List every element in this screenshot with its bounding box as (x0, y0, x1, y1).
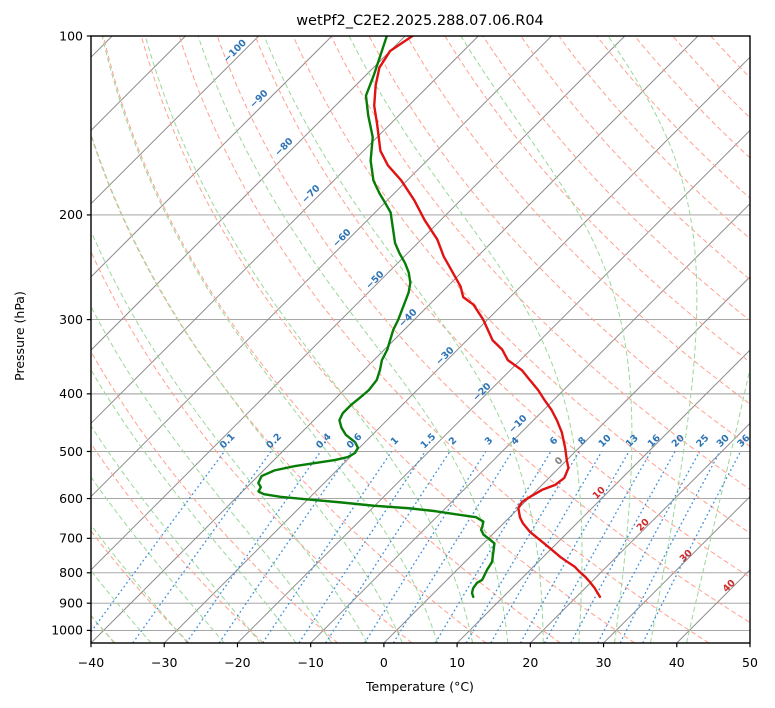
mixing-ratio-lines (91, 451, 742, 643)
y-tick-label: 200 (59, 207, 83, 222)
x-tick-label: −20 (224, 655, 250, 670)
moist-adiabat-lines (91, 36, 750, 643)
mixing-ratio-label: 2 (447, 435, 459, 447)
mixing-ratio-label: 30 (715, 432, 732, 449)
isotherm-label: −50 (364, 269, 387, 292)
isotherm-label: 20 (635, 516, 652, 533)
isotherm-label: −10 (507, 413, 530, 436)
mixing-ratio-label: 25 (694, 433, 711, 450)
isotherm-label: −80 (273, 136, 296, 159)
isotherm-label: 0 (553, 455, 566, 468)
isotherm-label: −100 (222, 37, 250, 65)
y-tick-label: 900 (59, 596, 83, 611)
y-tick-label: 700 (59, 531, 83, 546)
x-tick-label: −30 (151, 655, 177, 670)
x-tick-label: 50 (742, 655, 758, 670)
mixing-ratio-label: 16 (646, 432, 663, 449)
x-axis-label: Temperature (°C) (365, 679, 474, 694)
dewpoint-curve (257, 36, 496, 599)
mixing-ratio-labels: 0.1 0.2 0.4 0.6 1 1.5 2 3 4 6 8 10 13 16 20 25 30 36 (218, 431, 753, 451)
isotherm-label: −30 (434, 345, 457, 368)
x-tick-label: −40 (78, 655, 104, 670)
y-axis-label: Pressure (hPa) (12, 291, 27, 381)
mixing-ratio-label: 0.1 (218, 431, 238, 451)
pressure-gridlines (91, 36, 750, 631)
isotherm-label: 40 (721, 577, 738, 594)
x-tick-label: 10 (449, 655, 465, 670)
mixing-ratio-label: 1.5 (419, 431, 439, 451)
y-tick-label: 1000 (51, 623, 83, 638)
isotherm-lines (91, 36, 750, 643)
isotherm-label: −60 (331, 227, 354, 250)
isotherm-label: 10 (591, 484, 608, 501)
mixing-ratio-label: 0.2 (264, 431, 284, 451)
x-tick-label: −10 (297, 655, 323, 670)
x-tick-label: 0 (380, 655, 388, 670)
y-tick-label: 400 (59, 386, 83, 401)
chart-title: wetPf2_C2E2.2025.288.07.06.R04 (296, 13, 544, 29)
y-tick-label: 300 (59, 312, 83, 327)
mixing-ratio-label: 13 (624, 433, 641, 450)
isotherm-label: −70 (300, 183, 323, 206)
temperature-curve (373, 36, 602, 599)
isotherm-label: 30 (678, 547, 695, 564)
x-tick-label: 20 (522, 655, 538, 670)
y-tick-label: 100 (59, 28, 83, 43)
mixing-ratio-label: 20 (670, 432, 687, 449)
mixing-ratio-label: 3 (483, 435, 495, 447)
isotherm-label: −90 (248, 88, 271, 111)
plot-border (90, 35, 751, 644)
x-tick-label: 40 (669, 655, 685, 670)
mixing-ratio-label: 0.4 (314, 431, 334, 451)
y-tick-label: 600 (59, 491, 83, 506)
mixing-ratio-label: 0.6 (345, 431, 365, 451)
sounding-curves (257, 36, 602, 599)
y-tick-label: 500 (59, 444, 83, 459)
x-tick-label: 30 (596, 655, 612, 670)
mixing-ratio-label: 8 (576, 435, 589, 448)
y-tick-label: 800 (59, 565, 83, 580)
mixing-ratio-label: 10 (597, 432, 614, 449)
